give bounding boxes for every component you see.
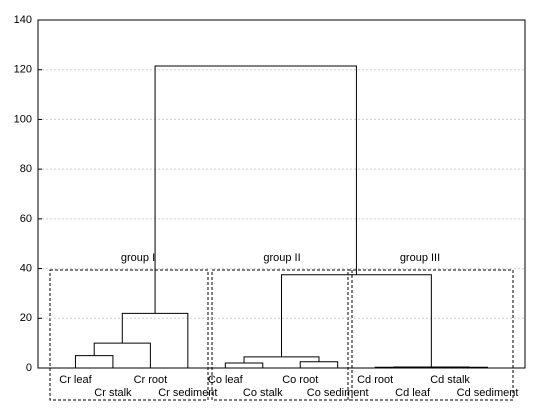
leaf-label: Co sediment <box>307 387 369 399</box>
group-label: group III <box>400 252 440 264</box>
y-tick-label: 60 <box>20 213 32 225</box>
leaf-label: Co stalk <box>243 387 283 399</box>
dendrogram-link <box>155 66 356 313</box>
leaf-label: Cd stalk <box>430 374 470 386</box>
leaf-label: Cd leaf <box>395 387 431 399</box>
dendrogram-link <box>75 356 112 368</box>
dendrogram-link <box>225 363 262 368</box>
leaf-label: Cr sediment <box>158 387 217 399</box>
leaf-label: Cr root <box>134 374 168 386</box>
group-label: group II <box>263 252 300 264</box>
dendrogram-link <box>122 313 188 368</box>
y-tick-label: 100 <box>14 113 32 125</box>
leaf-label: Co leaf <box>208 374 244 386</box>
y-tick-label: 140 <box>14 14 32 26</box>
y-tick-label: 20 <box>20 312 32 324</box>
group-label: group I <box>121 252 155 264</box>
leaf-label: Cd root <box>357 374 393 386</box>
y-tick-label: 0 <box>26 362 32 374</box>
y-tick-label: 40 <box>20 262 32 274</box>
leaf-label: Co root <box>282 374 318 386</box>
dendrogram-link <box>282 275 432 367</box>
leaf-label: Cr leaf <box>59 374 92 386</box>
y-tick-label: 80 <box>20 163 32 175</box>
leaf-label: Cd sediment <box>457 387 519 399</box>
y-tick-label: 120 <box>14 64 32 76</box>
leaf-label: Cr stalk <box>94 387 132 399</box>
dendrogram-link <box>300 362 337 368</box>
